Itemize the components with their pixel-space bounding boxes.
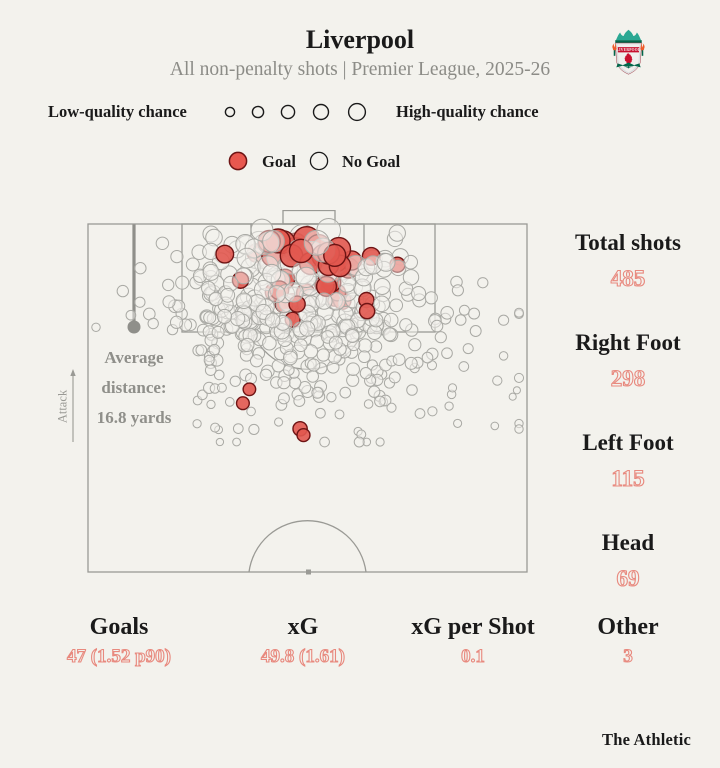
svg-text:0.1: 0.1 — [461, 646, 485, 667]
svg-text:Total shots: Total shots — [575, 230, 681, 255]
svg-text:Right Foot: Right Foot — [575, 330, 681, 355]
svg-text:distance:: distance: — [101, 378, 166, 397]
svg-text:xG per Shot: xG per Shot — [411, 614, 535, 640]
svg-text:Goals: Goals — [90, 614, 149, 640]
svg-text:115: 115 — [611, 466, 644, 491]
svg-text:EST 1892: EST 1892 — [624, 67, 634, 69]
svg-text:298: 298 — [611, 366, 646, 391]
svg-text:High-quality chance: High-quality chance — [396, 102, 539, 121]
svg-text:Low-quality chance: Low-quality chance — [48, 102, 187, 121]
svg-text:Head: Head — [602, 530, 655, 555]
svg-text:3: 3 — [623, 646, 633, 667]
svg-text:69: 69 — [617, 566, 640, 591]
svg-text:Other: Other — [597, 614, 659, 640]
svg-text:485: 485 — [611, 266, 646, 291]
svg-text:Left Foot: Left Foot — [582, 430, 674, 455]
svg-text:16.8 yards: 16.8 yards — [97, 408, 172, 427]
svg-text:47 (1.52 p90): 47 (1.52 p90) — [67, 646, 171, 667]
svg-text:LIVERPOOL: LIVERPOOL — [616, 48, 640, 52]
svg-text:Goal: Goal — [262, 152, 296, 171]
svg-text:No Goal: No Goal — [342, 152, 401, 171]
svg-text:49.8 (1.61): 49.8 (1.61) — [261, 646, 345, 667]
svg-text:Average: Average — [104, 348, 164, 367]
svg-text:xG: xG — [288, 614, 319, 640]
